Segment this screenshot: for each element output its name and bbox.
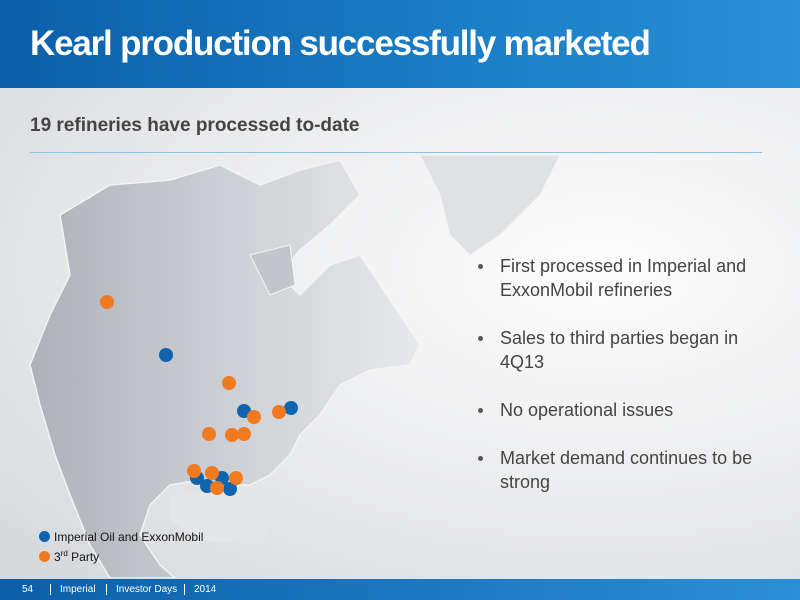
legend-item: 3rd Party [39, 549, 99, 564]
legend-label: Imperial Oil and ExxonMobil [54, 530, 204, 544]
footer-company: Imperial [60, 584, 96, 595]
imperial-refinery [284, 401, 298, 415]
third-party-refinery [229, 471, 243, 485]
greenland [419, 155, 561, 256]
title: Kearl production successfully marketed [30, 24, 651, 63]
third-party-refinery [202, 427, 216, 441]
legend-item: Imperial Oil and ExxonMobil [39, 530, 203, 544]
legend-label: 3 [54, 550, 61, 564]
bullet-text: No operational issues [500, 400, 674, 420]
third-party-refinery [247, 410, 261, 424]
bullet: Market demand continues to be strong [475, 446, 765, 494]
arctic-island [249, 244, 296, 296]
north-america [29, 159, 421, 578]
footer: 54 Imperial Investor Days 2014 [0, 579, 800, 600]
bullet-text: Sales to third parties began in 4Q13 [500, 328, 739, 372]
third-party-refinery [100, 295, 114, 309]
third-party-refinery [225, 428, 239, 442]
bullet: Sales to third parties began in 4Q13 [475, 326, 765, 374]
divider [30, 152, 762, 153]
subtitle: 19 refineries have processed to-date [30, 115, 360, 136]
bullet-list: First processed in Imperial and ExxonMob… [475, 254, 765, 518]
bullet-text: First processed in Imperial and ExxonMob… [500, 256, 747, 300]
refinery-markers [100, 295, 298, 496]
third-party-refinery [210, 481, 224, 495]
third-party-refinery [187, 464, 201, 478]
third-party-refinery [205, 466, 219, 480]
bullet: No operational issues [475, 398, 765, 422]
footer-year: 2014 [194, 584, 217, 595]
imperial-refinery [159, 348, 173, 362]
footer-event: Investor Days [116, 584, 178, 595]
legend-label-suffix: rd [60, 549, 68, 558]
header-band: Kearl production successfully marketed [0, 0, 800, 88]
bullet: First processed in Imperial and ExxonMob… [475, 254, 765, 302]
third-party-refinery [272, 405, 286, 419]
third-party-refinery [222, 376, 236, 390]
bullet-text: Market demand continues to be strong [500, 448, 753, 492]
map [29, 155, 561, 578]
page-number: 54 [22, 584, 34, 595]
third-party-refinery [237, 427, 251, 441]
imperial-refinery [223, 482, 237, 496]
legend-label: Party [67, 550, 100, 564]
gulf-of-mexico [170, 490, 280, 545]
